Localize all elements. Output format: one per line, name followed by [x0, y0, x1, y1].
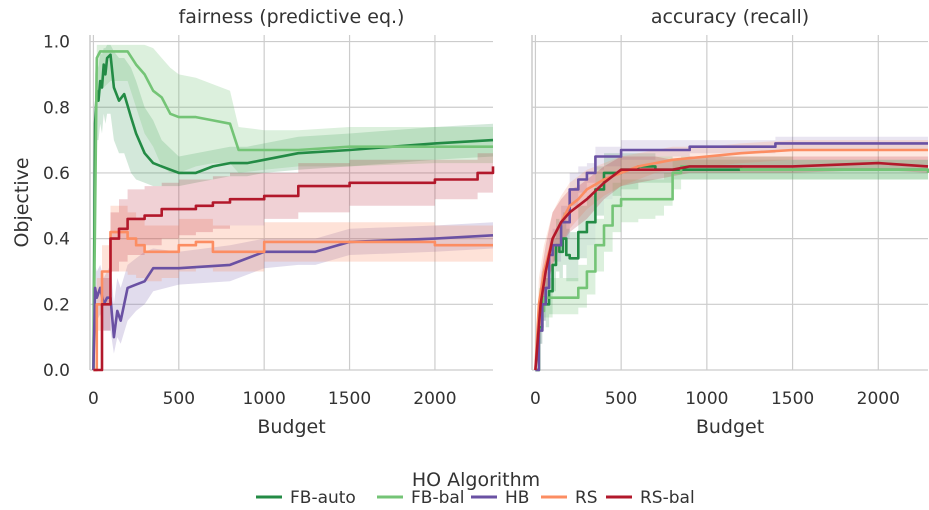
x-tick-label: 2000 [857, 389, 900, 409]
series-band-rs-bal [93, 146, 494, 370]
panel-title: accuracy (recall) [651, 6, 809, 28]
series-line-rs-bal [93, 166, 495, 372]
series-line-rs [93, 230, 493, 372]
x-tick-label: 0 [530, 389, 541, 409]
x-tick-label: 2000 [413, 389, 456, 409]
series-band-fb-bal [93, 44, 494, 371]
panel-title: fairness (predictive eq.) [179, 6, 405, 28]
legend-label-fb-auto: FB-auto [290, 488, 356, 508]
chart-panel-1: 0 500 1000 1500 2000 0.0 0.2 0.4 0.6 0.8 1.0 fairne… [11, 6, 495, 438]
series-line-fb-auto [535, 165, 928, 372]
y-tick-label: 0.2 [43, 295, 70, 315]
y-tick-label: 1.0 [43, 33, 70, 53]
series-band-fb-bal [535, 156, 928, 370]
x-tick-label: 0 [88, 389, 99, 409]
series-band-hb [93, 222, 494, 370]
x-axis-title: Budget [696, 416, 764, 438]
series-line-hb [535, 142, 928, 372]
x-tick-label: 500 [163, 389, 195, 409]
series-line-rs-bal [534, 161, 929, 371]
legend-title: HO Algorithm [412, 469, 540, 491]
y-tick-label: 0.6 [43, 164, 70, 184]
x-tick-label: 1000 [243, 389, 286, 409]
y-tick-label: 0.8 [43, 98, 70, 118]
y-tick-label: 0.4 [43, 230, 70, 250]
legend-label-hb: HB [505, 488, 529, 508]
y-tick-label: 0.0 [43, 361, 70, 381]
x-axis-title: Budget [257, 416, 325, 438]
series-band-fb-auto [535, 153, 928, 370]
x-tick-label: 1500 [328, 389, 371, 409]
x-tick-label: 500 [605, 389, 637, 409]
series-line-fb-auto [92, 53, 494, 371]
legend-label-rs: RS [575, 488, 598, 508]
legend-label-fb-bal: FB-bal [411, 488, 465, 508]
series-line-fb-bal [92, 50, 493, 371]
legend-label-rs-bal: RS-bal [640, 488, 695, 508]
chart-panel-2: 0 500 1000 1500 2000 accuracy (recall) Budget [530, 6, 929, 438]
series-band-fb-auto [93, 44, 494, 371]
x-tick-label: 1000 [685, 389, 728, 409]
x-tick-label: 1500 [771, 389, 814, 409]
y-axis-title: Objective [11, 157, 33, 247]
series-band-rs [93, 205, 494, 370]
legend: HO Algorithm FB-auto FB-bal HB RS RS-bal [256, 469, 695, 508]
